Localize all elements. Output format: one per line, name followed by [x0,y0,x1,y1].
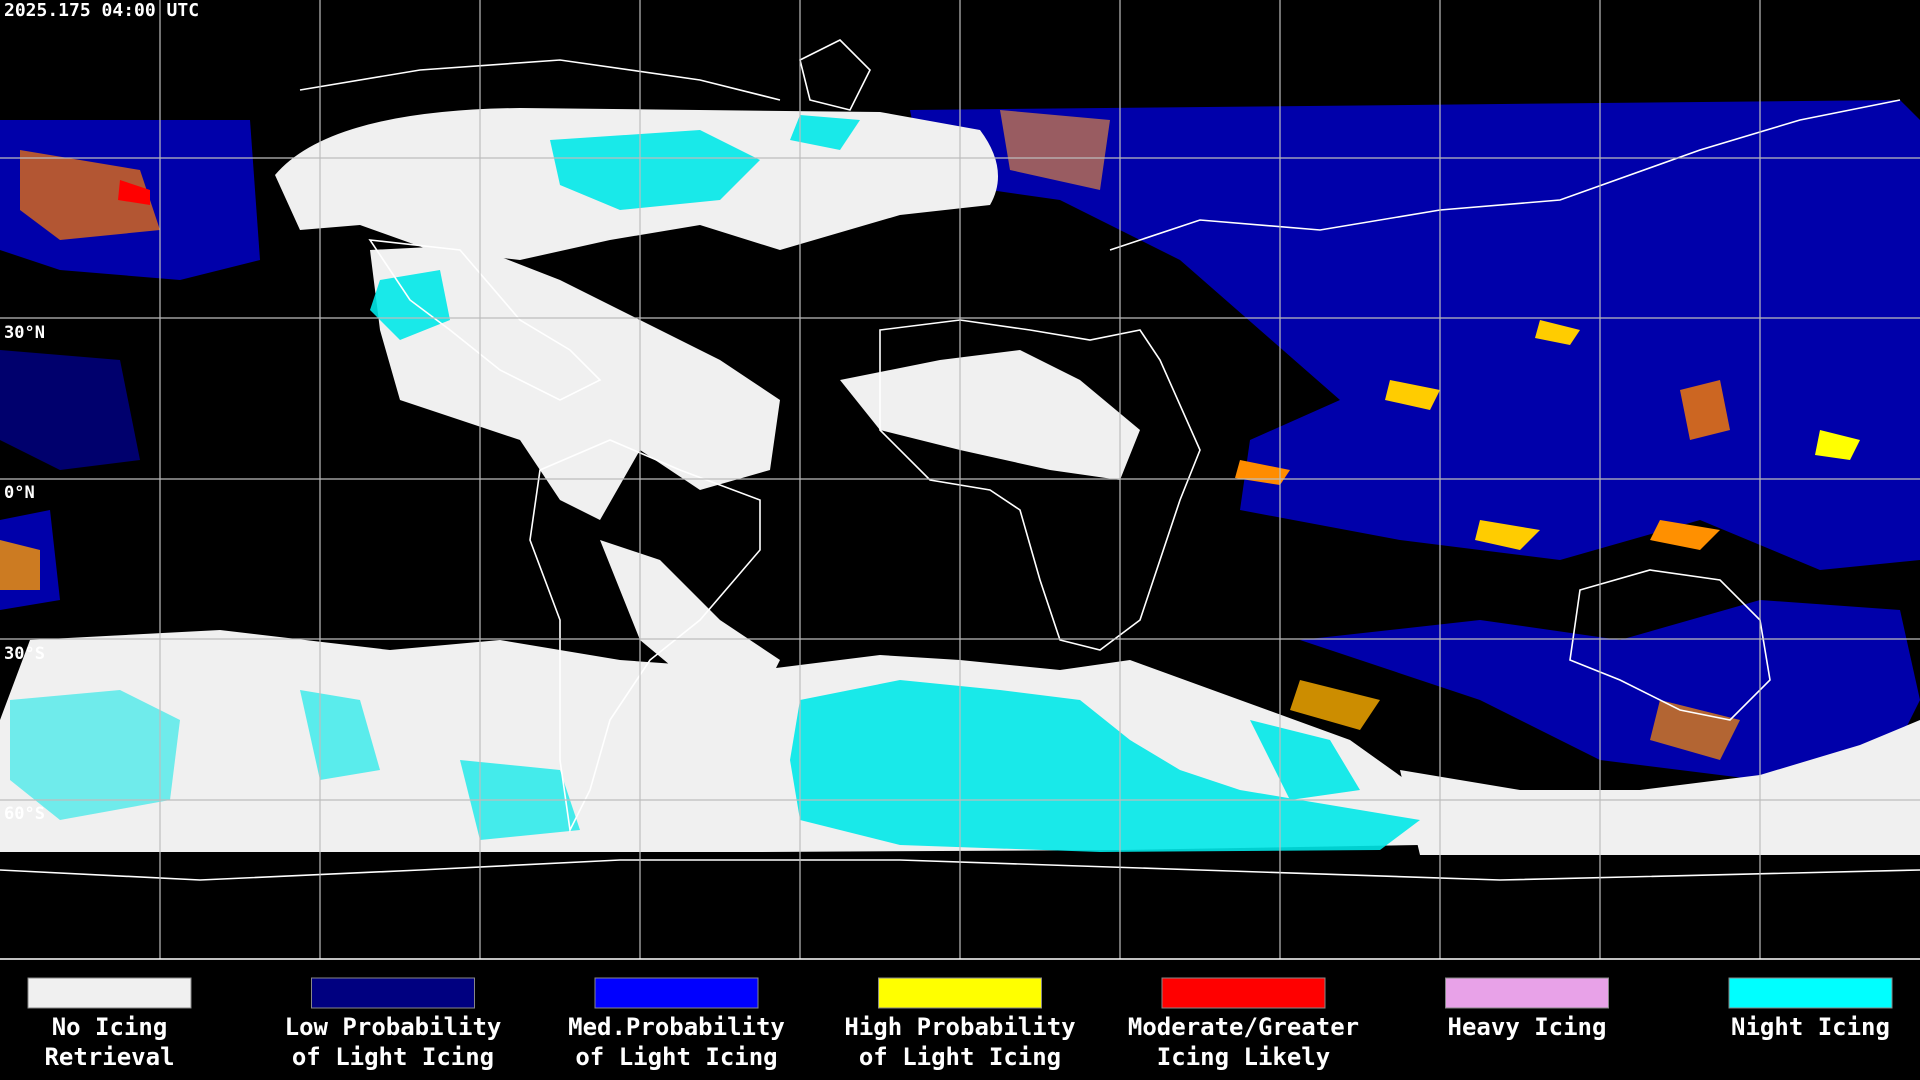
legend-label: Icing Likely [1157,1043,1330,1071]
legend-swatch [1161,977,1326,1009]
latitude-labels: 30°N 0°N 30°S 60°S [4,323,45,824]
legend-label: Night Icing [1731,1013,1890,1041]
legend-swatch [878,977,1042,1009]
legend-swatch [27,977,192,1009]
legend-label: Retrieval [44,1043,174,1071]
latitude-label: 30°S [4,644,45,664]
legend-label: Low Probability [285,1013,502,1041]
graticule [0,0,1920,959]
legend-label: of Light Icing [292,1043,494,1071]
legend-label: Heavy Icing [1448,1013,1607,1041]
legend-swatch [594,977,759,1009]
latitude-label: 30°N [4,323,45,343]
latitude-label: 60°S [4,804,45,824]
legend-swatch [1445,977,1609,1009]
legend-label: of Light Icing [575,1043,777,1071]
latitude-label: 0°N [4,483,35,503]
timestamp: 2025.175 04:00 UTC [4,0,199,21]
legend-swatch [1728,977,1893,1009]
legend-swatch [311,977,475,1009]
legend-label: No Icing [52,1013,168,1041]
legend-label: Moderate/Greater [1128,1013,1359,1041]
map [0,0,1920,960]
legend-label: High Probability [844,1013,1075,1041]
coastlines [0,39,1920,881]
legend-label: Med.Probability [568,1013,785,1041]
legend-label: of Light Icing [859,1043,1061,1071]
